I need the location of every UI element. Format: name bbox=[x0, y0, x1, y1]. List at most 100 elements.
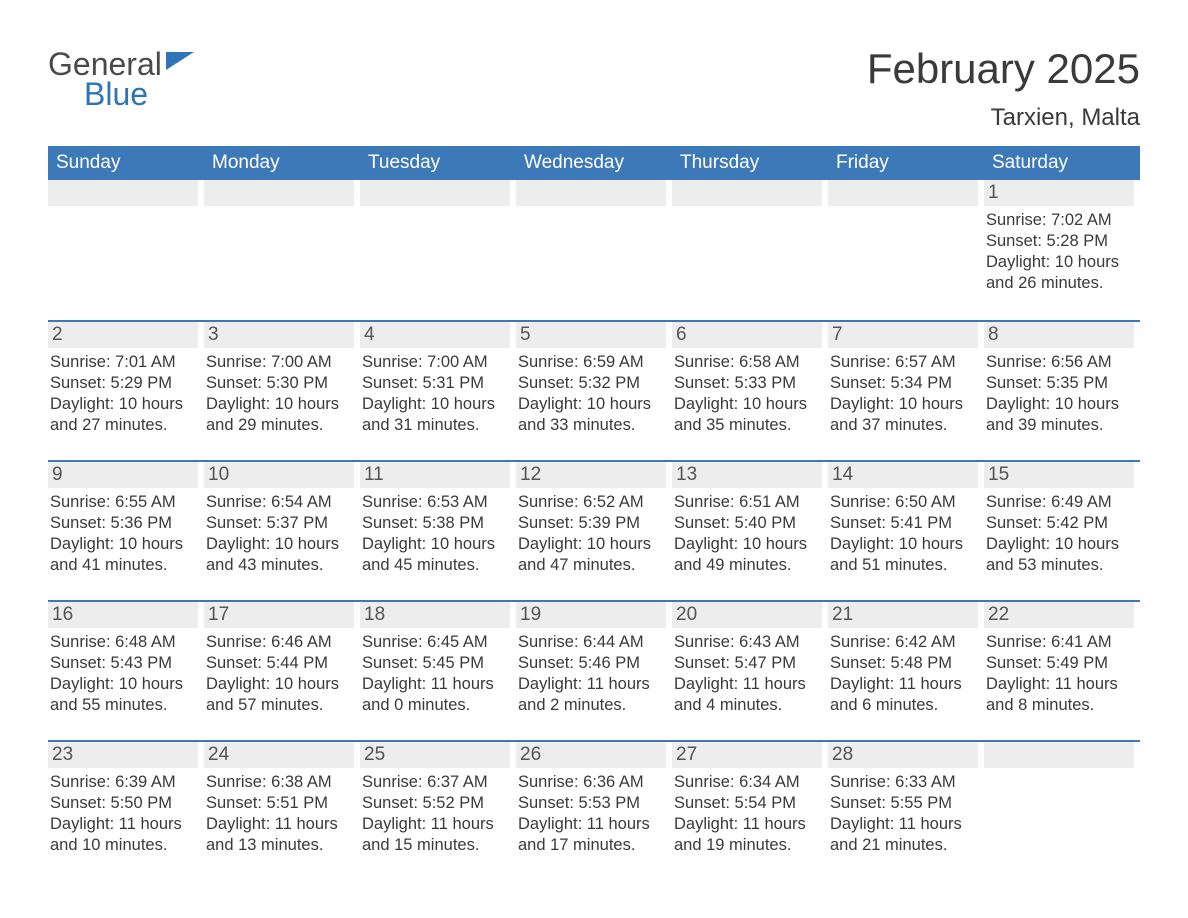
daylight-label: Daylight: bbox=[206, 675, 275, 693]
sunrise-value: 6:54 AM bbox=[271, 493, 332, 511]
sunset-value: 5:42 PM bbox=[1047, 514, 1108, 532]
sunrise-label: Sunrise: bbox=[674, 493, 739, 511]
calendar-grid: SundayMondayTuesdayWednesdayThursdayFrid… bbox=[48, 146, 1140, 880]
sunset-label: Sunset: bbox=[206, 654, 267, 672]
sunrise-label: Sunrise: bbox=[830, 773, 895, 791]
sunrise-label: Sunrise: bbox=[518, 773, 583, 791]
day-info: Sunrise: 6:56 AMSunset: 5:35 PMDaylight:… bbox=[984, 348, 1134, 436]
day-number: 23 bbox=[48, 742, 198, 768]
sunset-value: 5:44 PM bbox=[267, 654, 328, 672]
sunset-label: Sunset: bbox=[362, 654, 423, 672]
calendar-cell: 13Sunrise: 6:51 AMSunset: 5:40 PMDayligh… bbox=[672, 462, 828, 600]
daylight-line: Daylight: 10 hours and 39 minutes. bbox=[986, 394, 1130, 436]
sunrise-line: Sunrise: 6:54 AM bbox=[206, 492, 350, 513]
sunrise-value: 6:49 AM bbox=[1051, 493, 1112, 511]
sunset-value: 5:32 PM bbox=[579, 374, 640, 392]
day-number: 25 bbox=[360, 742, 510, 768]
sunset-line: Sunset: 5:49 PM bbox=[986, 653, 1130, 674]
daylight-label: Daylight: bbox=[830, 815, 899, 833]
day-number: 18 bbox=[360, 602, 510, 628]
calendar-cell: 20Sunrise: 6:43 AMSunset: 5:47 PMDayligh… bbox=[672, 602, 828, 740]
sunset-value: 5:38 PM bbox=[423, 514, 484, 532]
daylight-line: Daylight: 11 hours and 17 minutes. bbox=[518, 814, 662, 856]
title-block: February 2025 Tarxien, Malta bbox=[867, 48, 1140, 132]
sunset-value: 5:28 PM bbox=[1047, 232, 1108, 250]
calendar-cell: 11Sunrise: 6:53 AMSunset: 5:38 PMDayligh… bbox=[360, 462, 516, 600]
day-number: 10 bbox=[204, 462, 354, 488]
sunrise-label: Sunrise: bbox=[674, 773, 739, 791]
day-info: Sunrise: 6:38 AMSunset: 5:51 PMDaylight:… bbox=[204, 768, 354, 856]
daylight-label: Daylight: bbox=[674, 815, 743, 833]
day-number: 20 bbox=[672, 602, 822, 628]
sunrise-value: 6:36 AM bbox=[583, 773, 644, 791]
calendar-page: General Blue February 2025 Tarxien, Malt… bbox=[0, 0, 1188, 880]
sunrise-line: Sunrise: 7:00 AM bbox=[362, 352, 506, 373]
sunrise-value: 6:51 AM bbox=[739, 493, 800, 511]
sunset-value: 5:40 PM bbox=[735, 514, 796, 532]
daylight-label: Daylight: bbox=[50, 395, 119, 413]
week-row: 16Sunrise: 6:48 AMSunset: 5:43 PMDayligh… bbox=[48, 600, 1140, 740]
logo-text-block: General Blue bbox=[48, 48, 162, 113]
sunrise-label: Sunrise: bbox=[206, 773, 271, 791]
sunset-label: Sunset: bbox=[986, 374, 1047, 392]
daylight-line: Daylight: 11 hours and 21 minutes. bbox=[830, 814, 974, 856]
day-number: 13 bbox=[672, 462, 822, 488]
sunset-label: Sunset: bbox=[518, 374, 579, 392]
sunrise-value: 6:56 AM bbox=[1051, 353, 1112, 371]
calendar-cell: 8Sunrise: 6:56 AMSunset: 5:35 PMDaylight… bbox=[984, 322, 1140, 460]
sunset-label: Sunset: bbox=[674, 654, 735, 672]
day-number: 14 bbox=[828, 462, 978, 488]
sunset-value: 5:54 PM bbox=[735, 794, 796, 812]
sunrise-label: Sunrise: bbox=[50, 633, 115, 651]
sunset-value: 5:51 PM bbox=[267, 794, 328, 812]
weekday-header: Thursday bbox=[672, 146, 828, 180]
sunrise-line: Sunrise: 6:50 AM bbox=[830, 492, 974, 513]
location-subtitle: Tarxien, Malta bbox=[867, 104, 1140, 132]
day-number bbox=[204, 180, 354, 206]
sunset-label: Sunset: bbox=[206, 794, 267, 812]
daylight-label: Daylight: bbox=[362, 395, 431, 413]
weekday-header: Saturday bbox=[984, 146, 1140, 180]
daylight-label: Daylight: bbox=[830, 535, 899, 553]
daylight-line: Daylight: 10 hours and 26 minutes. bbox=[986, 252, 1130, 294]
day-number: 26 bbox=[516, 742, 666, 768]
sunrise-line: Sunrise: 6:46 AM bbox=[206, 632, 350, 653]
sunrise-line: Sunrise: 6:33 AM bbox=[830, 772, 974, 793]
day-number: 22 bbox=[984, 602, 1134, 628]
sunrise-label: Sunrise: bbox=[362, 633, 427, 651]
day-info: Sunrise: 6:58 AMSunset: 5:33 PMDaylight:… bbox=[672, 348, 822, 436]
day-number bbox=[672, 180, 822, 206]
sunrise-value: 7:00 AM bbox=[427, 353, 488, 371]
calendar-cell bbox=[828, 180, 984, 320]
sunrise-label: Sunrise: bbox=[50, 353, 115, 371]
sunrise-label: Sunrise: bbox=[362, 493, 427, 511]
sunset-value: 5:41 PM bbox=[891, 514, 952, 532]
daylight-line: Daylight: 10 hours and 43 minutes. bbox=[206, 534, 350, 576]
sunrise-value: 6:46 AM bbox=[271, 633, 332, 651]
day-info: Sunrise: 6:36 AMSunset: 5:53 PMDaylight:… bbox=[516, 768, 666, 856]
day-info: Sunrise: 6:55 AMSunset: 5:36 PMDaylight:… bbox=[48, 488, 198, 576]
sunrise-label: Sunrise: bbox=[986, 493, 1051, 511]
daylight-label: Daylight: bbox=[518, 395, 587, 413]
sunrise-value: 6:57 AM bbox=[895, 353, 956, 371]
weekday-header: Friday bbox=[828, 146, 984, 180]
day-info: Sunrise: 6:57 AMSunset: 5:34 PMDaylight:… bbox=[828, 348, 978, 436]
page-header: General Blue February 2025 Tarxien, Malt… bbox=[48, 48, 1140, 132]
sunset-label: Sunset: bbox=[830, 794, 891, 812]
day-number: 16 bbox=[48, 602, 198, 628]
sunset-line: Sunset: 5:50 PM bbox=[50, 793, 194, 814]
day-info: Sunrise: 6:51 AMSunset: 5:40 PMDaylight:… bbox=[672, 488, 822, 576]
daylight-line: Daylight: 11 hours and 4 minutes. bbox=[674, 674, 818, 716]
sunrise-label: Sunrise: bbox=[206, 633, 271, 651]
sunset-line: Sunset: 5:54 PM bbox=[674, 793, 818, 814]
sunrise-line: Sunrise: 6:45 AM bbox=[362, 632, 506, 653]
daylight-line: Daylight: 10 hours and 53 minutes. bbox=[986, 534, 1130, 576]
sunrise-label: Sunrise: bbox=[362, 353, 427, 371]
sunrise-line: Sunrise: 6:49 AM bbox=[986, 492, 1130, 513]
week-row: 23Sunrise: 6:39 AMSunset: 5:50 PMDayligh… bbox=[48, 740, 1140, 880]
sunset-line: Sunset: 5:42 PM bbox=[986, 513, 1130, 534]
day-number bbox=[516, 180, 666, 206]
sunrise-line: Sunrise: 6:52 AM bbox=[518, 492, 662, 513]
day-number bbox=[360, 180, 510, 206]
sunrise-line: Sunrise: 6:38 AM bbox=[206, 772, 350, 793]
